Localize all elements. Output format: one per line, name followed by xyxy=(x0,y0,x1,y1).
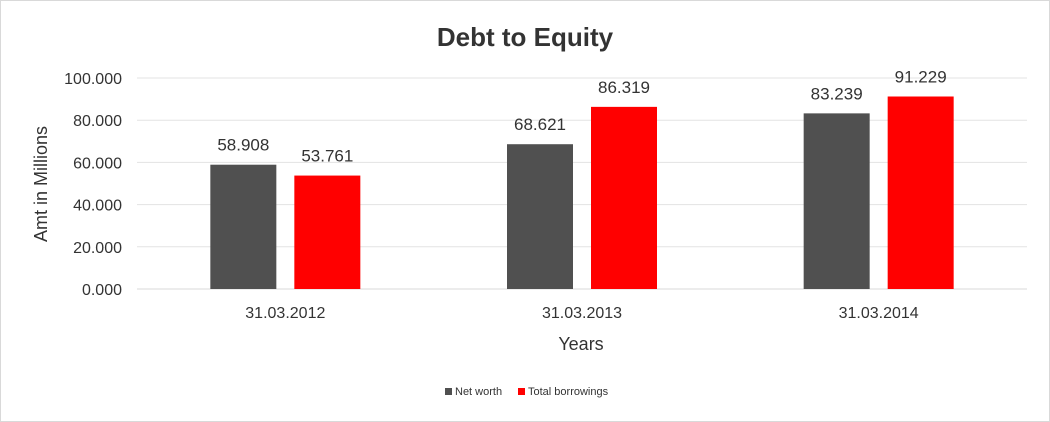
legend-swatch xyxy=(445,388,452,395)
bar-net-worth xyxy=(210,164,277,289)
x-tick-label: 31.03.2012 xyxy=(245,305,325,322)
bars xyxy=(210,96,954,290)
legend-swatch xyxy=(518,388,525,395)
data-label: 91.229 xyxy=(895,68,947,87)
grid-lines xyxy=(137,77,1027,290)
x-axis-ticks: 31.03.2012 31.03.2013 31.03.2014 xyxy=(245,305,919,322)
bar-net-worth xyxy=(507,144,573,289)
y-axis-ticks: 0.000 20.000 40.000 60.000 80.000 100.000 xyxy=(64,71,122,299)
legend-label: Net worth xyxy=(455,386,502,398)
chart-title: Debt to Equity xyxy=(437,22,614,52)
bar-total-borrowings xyxy=(294,175,361,289)
y-tick-label: 80.000 xyxy=(73,113,122,130)
y-tick-label: 60.000 xyxy=(73,155,122,172)
data-label: 68.621 xyxy=(514,115,566,134)
y-tick-label: 100.000 xyxy=(64,71,122,88)
x-tick-label: 31.03.2013 xyxy=(542,305,622,322)
bar-total-borrowings xyxy=(591,106,657,289)
data-label: 83.239 xyxy=(811,84,863,103)
data-labels: 58.908 53.761 68.621 86.319 83.239 91.229 xyxy=(217,68,946,166)
data-label: 53.761 xyxy=(301,147,353,166)
bar-total-borrowings xyxy=(887,96,954,290)
legend: Net worth Total borrowings xyxy=(445,386,609,398)
y-tick-label: 0.000 xyxy=(82,282,122,299)
y-axis-title: Amt in Millions xyxy=(31,126,51,242)
x-axis-title: Years xyxy=(558,334,603,354)
data-label: 86.319 xyxy=(598,78,650,97)
legend-label: Total borrowings xyxy=(528,386,609,398)
bar-net-worth xyxy=(803,113,870,289)
data-label: 58.908 xyxy=(217,136,269,155)
y-tick-label: 40.000 xyxy=(73,198,122,215)
y-tick-label: 20.000 xyxy=(73,240,122,257)
x-tick-label: 31.03.2014 xyxy=(839,305,919,322)
